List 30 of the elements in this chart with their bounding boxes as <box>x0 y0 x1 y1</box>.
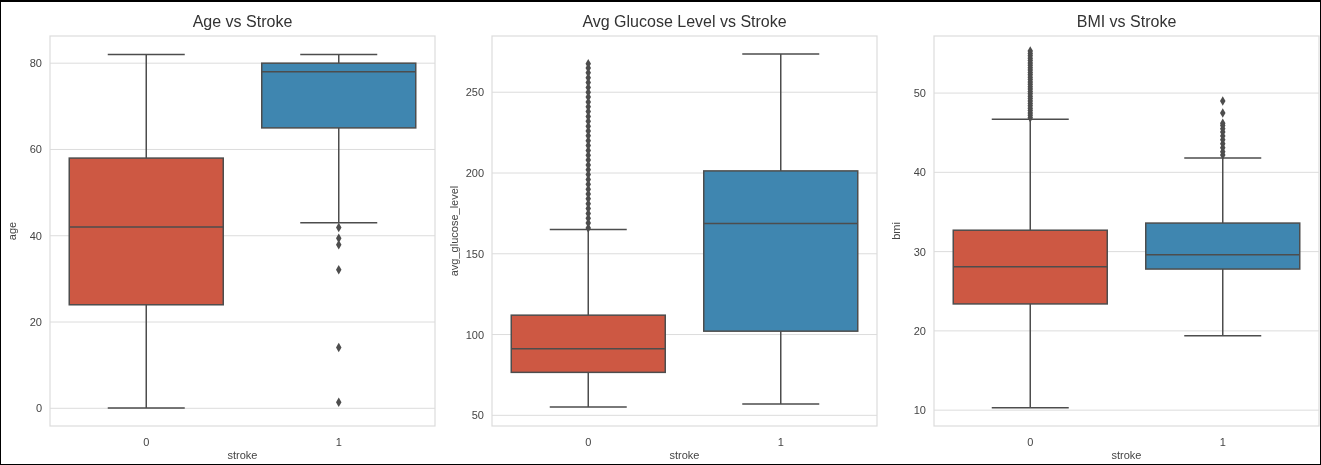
y-tick-label: 0 <box>35 402 42 415</box>
y-axis-title: age <box>6 221 18 241</box>
chart-title: Age vs Stroke <box>192 13 293 30</box>
y-tick-label: 40 <box>29 229 42 242</box>
y-tick-label: 40 <box>913 166 926 179</box>
x-tick-label: 0 <box>143 435 150 448</box>
y-tick-label: 50 <box>471 409 484 422</box>
x-axis-title: stroke <box>227 449 258 461</box>
y-tick-label: 150 <box>465 247 484 260</box>
x-tick-label: 0 <box>1027 435 1034 448</box>
x-axis-title: stroke <box>669 449 700 461</box>
y-tick-label: 20 <box>913 324 926 337</box>
y-tick-label: 80 <box>29 57 42 70</box>
x-axis-title: stroke <box>1111 449 1142 461</box>
y-tick-label: 10 <box>913 404 926 417</box>
x-tick-label: 1 <box>335 435 342 448</box>
y-tick-label: 100 <box>465 328 484 341</box>
y-tick-label: 30 <box>913 245 926 258</box>
x-tick-label: 1 <box>1219 435 1226 448</box>
chart-title: BMI vs Stroke <box>1076 13 1177 30</box>
y-tick-label: 60 <box>29 143 42 156</box>
y-tick-label: 50 <box>913 87 926 100</box>
y-tick-label: 20 <box>29 316 42 329</box>
x-tick-label: 0 <box>585 435 592 448</box>
y-tick-label: 200 <box>465 167 484 180</box>
y-axis-title: avg_glucose_level <box>448 185 460 277</box>
y-tick-label: 250 <box>465 86 484 99</box>
y-axis-title: bmi <box>890 222 902 240</box>
chart-title: Avg Glucose Level vs Stroke <box>582 13 787 30</box>
x-tick-label: 1 <box>777 435 784 448</box>
